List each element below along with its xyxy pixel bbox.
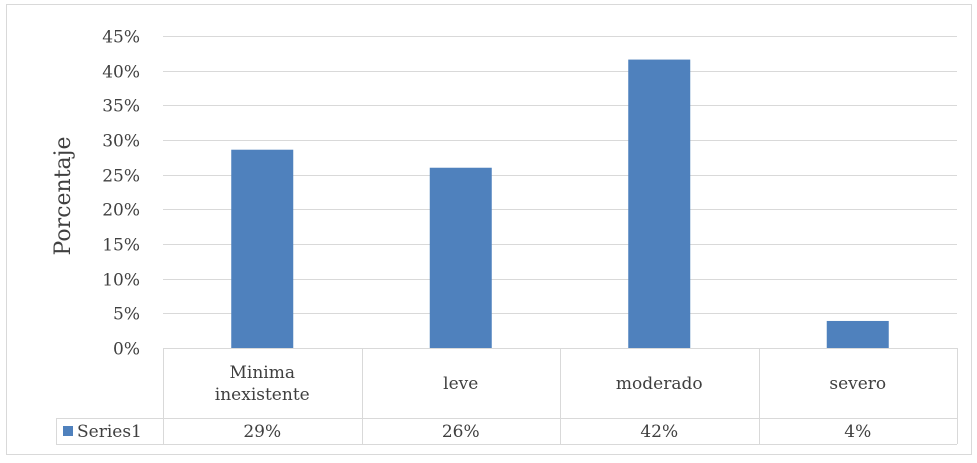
bar bbox=[826, 320, 889, 348]
x-category-label: leve bbox=[443, 374, 478, 394]
data-table-value: 29% bbox=[243, 422, 281, 442]
y-tick-label: 5% bbox=[113, 305, 140, 325]
data-table-value: 42% bbox=[640, 422, 678, 442]
bar bbox=[231, 149, 294, 348]
y-tick-label: 10% bbox=[102, 271, 140, 291]
y-axis-ticks: 0% 5% 10% 15% 20% 25% 30% 35% 40% 45% bbox=[102, 28, 140, 360]
y-tick-label: 15% bbox=[102, 236, 140, 256]
bar bbox=[628, 59, 691, 348]
y-tick-label: 45% bbox=[102, 28, 140, 48]
legend-swatch bbox=[63, 426, 73, 436]
gridlines bbox=[163, 36, 957, 314]
x-category-label: moderado bbox=[616, 374, 703, 394]
y-tick-label: 40% bbox=[102, 63, 140, 83]
y-tick-label: 25% bbox=[102, 167, 140, 187]
legend-series-name: Series1 bbox=[77, 422, 142, 442]
y-tick-label: 35% bbox=[102, 97, 140, 117]
bars bbox=[231, 59, 889, 348]
bar bbox=[429, 167, 492, 348]
data-table-value: 4% bbox=[844, 422, 871, 442]
x-category-label: inexistente bbox=[215, 385, 310, 405]
x-category-label: Minima bbox=[230, 363, 296, 383]
y-tick-label: 20% bbox=[102, 201, 140, 221]
y-tick-label: 30% bbox=[102, 132, 140, 152]
data-table-value: 26% bbox=[442, 422, 480, 442]
x-category-label: severo bbox=[829, 374, 886, 394]
y-tick-label: 0% bbox=[113, 340, 140, 360]
y-axis-title: Porcentaje bbox=[51, 137, 76, 256]
